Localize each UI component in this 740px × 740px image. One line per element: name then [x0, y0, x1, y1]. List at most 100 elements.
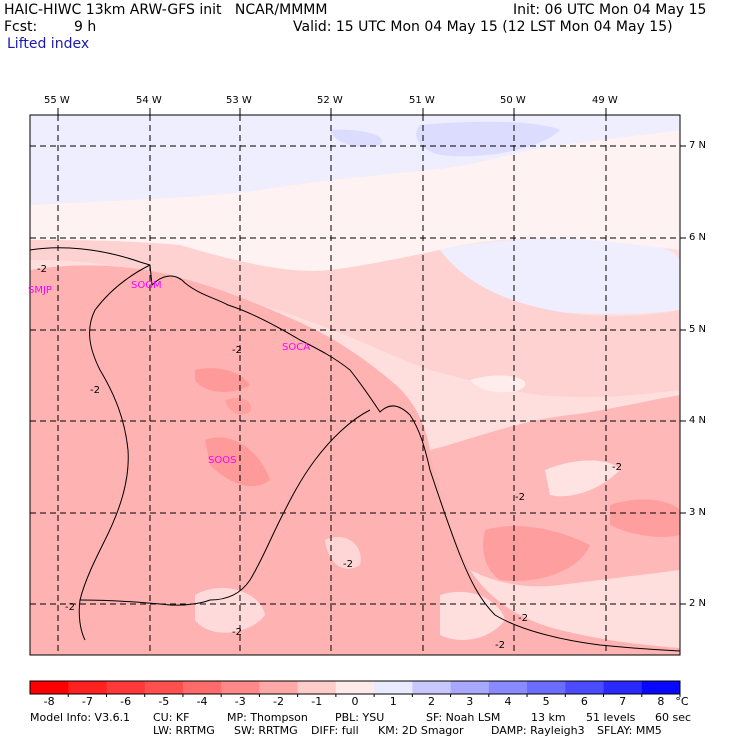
- colorbar-swatch: [450, 681, 490, 694]
- lon-label: 55 W: [44, 95, 70, 106]
- colorbar-swatch: [144, 681, 184, 694]
- contour-label: -2: [232, 345, 242, 356]
- colorbar: [29, 680, 681, 697]
- forecast-hour: 9 h: [74, 19, 97, 35]
- patch-b: [440, 591, 505, 640]
- band-plus2b: [416, 121, 560, 157]
- tick-marks: [57, 108, 686, 605]
- colorbar-frame: [29, 680, 681, 695]
- colorbar-tick-label: 4: [504, 695, 512, 708]
- sf-scheme: SF: Noah LSM: [426, 711, 501, 724]
- band-minus1-mid: [30, 240, 680, 398]
- station-soos: SOOS: [208, 455, 236, 466]
- station-sogm: SOGM: [131, 280, 162, 291]
- lat-label: 7 N: [689, 140, 707, 151]
- station-labels: SMJP SOGM SOCA SOOS: [28, 280, 310, 466]
- lon-label: 54 W: [136, 95, 162, 106]
- model-title: HAIC-HIWC 13km ARW-GFS init NCAR/MMMM: [4, 2, 328, 18]
- patch-c: [470, 375, 526, 393]
- contour-label: -2: [37, 264, 47, 275]
- contour-label: -2: [90, 385, 100, 396]
- colorbar-swatch: [527, 681, 566, 694]
- lon-label: 52 W: [317, 95, 343, 106]
- cell-a: [195, 368, 250, 392]
- colorbar-tick-label: 8: [657, 695, 665, 708]
- colorbar-swatch: [221, 681, 260, 694]
- contour-label: -2: [515, 492, 525, 503]
- lon-label: 51 W: [409, 95, 435, 106]
- cell-d: [610, 499, 680, 537]
- coastline: [30, 247, 680, 652]
- levels: 51 levels: [586, 711, 636, 724]
- colorbar-swatch: [565, 681, 605, 694]
- colorbar-swatch: [412, 681, 452, 694]
- station-smjp: SMJP: [28, 285, 52, 296]
- colorbar-swatch: [30, 681, 69, 694]
- cell-c: [483, 525, 590, 581]
- sw-scheme: SW: RRTMG: [234, 724, 298, 737]
- contour-label: -2: [612, 462, 622, 473]
- station-soca: SOCA: [282, 342, 310, 353]
- band-zero: [30, 130, 680, 271]
- timestep: 60 sec: [655, 711, 692, 724]
- colorbar-tick-label: 7: [619, 695, 627, 708]
- lw-scheme: LW: RRTMG: [153, 724, 215, 737]
- lat-label: 6 N: [689, 232, 707, 243]
- colorbar-swatch: [603, 681, 643, 694]
- colorbar-swatch: [335, 681, 375, 694]
- diff-scheme: DIFF: full: [311, 724, 359, 737]
- cell-e: [225, 398, 251, 415]
- km-scheme: KM: 2D Smagor: [378, 724, 464, 737]
- border-suriname-guiana: [209, 409, 371, 601]
- contour-label: -2: [65, 602, 75, 613]
- map-frame: [29, 114, 681, 656]
- colorbar-tick-label: -6: [120, 695, 132, 708]
- damp-scheme: DAMP: Rayleigh3: [491, 724, 585, 737]
- contour-labels: -2 -2 -2 -2 -2 -2 -2 -2 -2 -2: [37, 264, 622, 651]
- cu-scheme: CU: KF: [153, 711, 190, 724]
- lon-label: 53 W: [226, 95, 252, 106]
- coastline-path: [30, 247, 680, 652]
- colorbar-tick-label: 6: [580, 695, 588, 708]
- colorbar-swatch: [68, 681, 107, 694]
- colorbar-tick-label: -3: [234, 695, 246, 708]
- colorbar-tick-label: -4: [196, 695, 208, 708]
- valid-time: Valid: 15 UTC Mon 04 May 15 (12 LST Mon …: [293, 19, 673, 35]
- colorbar-tick-label: 5: [542, 695, 550, 708]
- colorbar-swatch: [106, 681, 146, 694]
- colorbar-tick-label: -8: [43, 695, 55, 708]
- band-minus2-land: [30, 265, 680, 655]
- contour-label: -2: [232, 627, 242, 638]
- colorbar-tick-label: -2: [273, 695, 284, 708]
- forecast-label: Fcst:: [4, 19, 38, 35]
- colorbar-swatch: [259, 681, 299, 694]
- colorbar-tick-label: -7: [81, 695, 93, 708]
- colorbar-swatch: [641, 681, 681, 694]
- lat-label: 5 N: [689, 324, 707, 335]
- patch-d: [195, 587, 265, 633]
- border-south: [79, 599, 211, 606]
- sflay-scheme: SFLAY: MM5: [597, 724, 662, 737]
- colorbar-tick-label: 2: [427, 695, 435, 708]
- model-info: Model Info: V3.6.1: [30, 711, 131, 724]
- colorbar-unit: °C: [675, 695, 689, 708]
- lat-label: 3 N: [689, 507, 707, 518]
- lat-label: 2 N: [689, 598, 707, 609]
- lat-lon-grid: [30, 115, 680, 655]
- colorbar-tick-label: -1: [311, 695, 323, 708]
- colorbar-swatch: [297, 681, 337, 694]
- lat-label: 4 N: [689, 415, 707, 426]
- field-name: Lifted index: [7, 36, 90, 52]
- colorbar-swatch: [488, 681, 528, 694]
- map-fill-area: [30, 115, 680, 655]
- lon-label: 49 W: [592, 95, 618, 106]
- colorbar-tick-label: 1: [389, 695, 397, 708]
- colorbar-swatch: [182, 681, 222, 694]
- band-plus2a: [330, 129, 382, 147]
- colorbar-swatch: [374, 681, 413, 694]
- lon-label: 50 W: [500, 95, 526, 106]
- cell-b: [205, 437, 270, 487]
- init-time: Init: 06 UTC Mon 04 May 15: [513, 2, 707, 18]
- patch-a: [545, 460, 620, 497]
